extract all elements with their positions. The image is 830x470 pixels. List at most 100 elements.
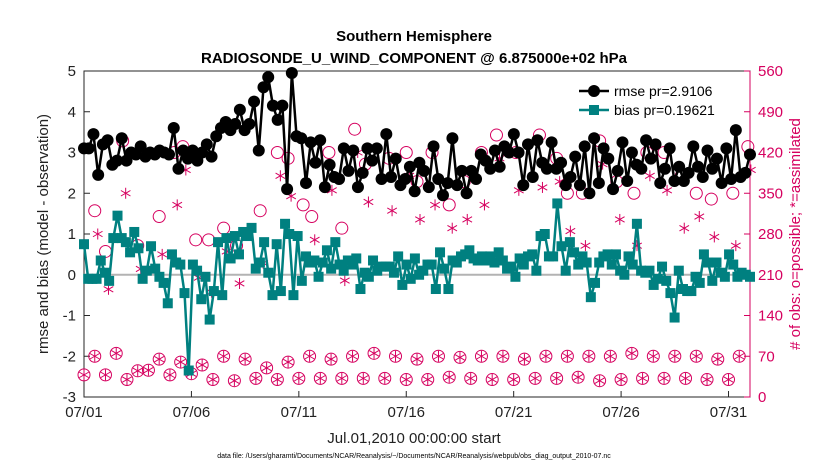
- bias-point: [246, 222, 257, 233]
- rmse-point: [531, 134, 544, 147]
- obs-assimilated-marker: [272, 374, 283, 386]
- obs-assimilated-marker: [637, 372, 648, 384]
- obs-assimilated-marker: [143, 364, 154, 376]
- y-right-tick-label: 210: [758, 267, 783, 284]
- obs-assimilated-marker: [218, 350, 229, 362]
- rmse-point: [399, 172, 412, 185]
- rmse-point: [281, 183, 294, 196]
- obs-assimilated-marker: [207, 374, 218, 386]
- rmse-point: [167, 122, 180, 135]
- rmse-point: [87, 128, 100, 141]
- bias-point: [518, 259, 529, 270]
- obs-possible-marker: [399, 146, 413, 159]
- obs-possible-marker: [346, 349, 360, 363]
- rmse-point: [451, 179, 464, 192]
- bias-point: [254, 257, 265, 268]
- rmse-point: [92, 168, 105, 181]
- rmse-point: [347, 144, 360, 157]
- obs-possible-marker: [593, 374, 607, 388]
- obs-assimilated-marker: [444, 371, 455, 383]
- bias-point: [334, 259, 345, 270]
- obs-possible-marker: [442, 370, 456, 384]
- bias-point: [606, 259, 617, 270]
- obs-assimilated-marker: [390, 350, 401, 362]
- obs-possible-marker: [88, 204, 102, 218]
- obs-assimilated-marker: [565, 225, 576, 237]
- rmse-point: [455, 164, 468, 177]
- obs-possible-marker: [238, 352, 252, 366]
- obs-possible-marker: [704, 192, 718, 206]
- bias-point: [120, 237, 131, 248]
- bias-point: [309, 255, 320, 266]
- rmse-series: [78, 67, 756, 202]
- rmse-point: [200, 138, 213, 151]
- rmse-point: [252, 144, 265, 157]
- rmse-point: [356, 166, 369, 179]
- bias-point: [166, 249, 177, 260]
- obs-assimilated-marker: [540, 350, 551, 362]
- rmse-point: [323, 158, 336, 171]
- obs-assimilated-marker: [583, 350, 594, 362]
- y-left-tick-label: -1: [63, 308, 76, 325]
- obs-possible-marker: [627, 186, 641, 200]
- rmse-point: [351, 181, 364, 194]
- bias-point: [104, 275, 115, 286]
- obs-possible-marker: [646, 349, 660, 363]
- obs-possible-marker: [668, 349, 682, 363]
- bias-point: [556, 241, 567, 252]
- obs-possible-marker: [442, 198, 456, 212]
- obs-assimilated-marker: [659, 372, 670, 384]
- obs-assimilated-marker: [644, 170, 655, 182]
- obs-assimilated-marker: [261, 362, 272, 374]
- chart-subtitle: RADIOSONDE_U_WIND_COMPONENT @ 6.875000e+…: [201, 50, 628, 67]
- bias-point: [644, 265, 655, 276]
- obs-assimilated-marker: [154, 353, 165, 365]
- bias-point: [271, 239, 282, 250]
- bias-point: [711, 257, 722, 268]
- bias-point: [204, 314, 215, 325]
- rmse-point: [611, 164, 624, 177]
- obs-possible-marker: [356, 371, 370, 385]
- obs-assimilated-marker: [293, 372, 304, 384]
- y-right-tick-label: 140: [758, 308, 783, 325]
- obs-assimilated-marker: [387, 205, 398, 217]
- obs-possible-marker: [141, 363, 155, 377]
- obs-possible-marker: [421, 373, 435, 387]
- bias-point: [514, 253, 525, 264]
- bias-point: [330, 237, 341, 248]
- obs-possible-marker: [431, 349, 445, 363]
- bias-point: [619, 269, 630, 280]
- obs-assimilated-marker: [326, 353, 337, 365]
- bias-point: [510, 271, 521, 282]
- obs-possible-marker: [528, 371, 542, 385]
- obs-possible-marker: [163, 368, 177, 382]
- rmse-point: [243, 117, 256, 130]
- bias-point: [229, 231, 240, 242]
- y-right-tick-label: 420: [758, 145, 783, 162]
- rmse-point: [111, 154, 124, 167]
- obs-assimilated-marker: [197, 359, 208, 371]
- bias-point: [489, 257, 500, 268]
- rmse-point: [503, 146, 516, 159]
- obs-possible-marker: [296, 198, 310, 212]
- obs-possible-marker: [195, 358, 209, 372]
- obs-assimilated-marker: [275, 170, 286, 182]
- obs-assimilated-marker: [229, 375, 240, 387]
- bias-point: [673, 265, 684, 276]
- rmse-point: [564, 170, 577, 183]
- obs-assimilated-marker: [679, 222, 690, 234]
- obs-assimilated-marker: [309, 234, 320, 246]
- rmse-point: [682, 166, 695, 179]
- bias-point: [275, 286, 286, 297]
- rmse-point: [725, 172, 738, 185]
- rmse-point: [583, 187, 596, 200]
- obs-assimilated-marker: [454, 351, 466, 363]
- rmse-point: [616, 136, 629, 149]
- rmse-point: [522, 138, 534, 151]
- rmse-point: [385, 170, 398, 183]
- obs-assimilated-marker: [92, 228, 103, 240]
- rmse-point: [309, 156, 322, 169]
- obs-possible-marker: [614, 373, 628, 387]
- rmse-point: [555, 156, 568, 169]
